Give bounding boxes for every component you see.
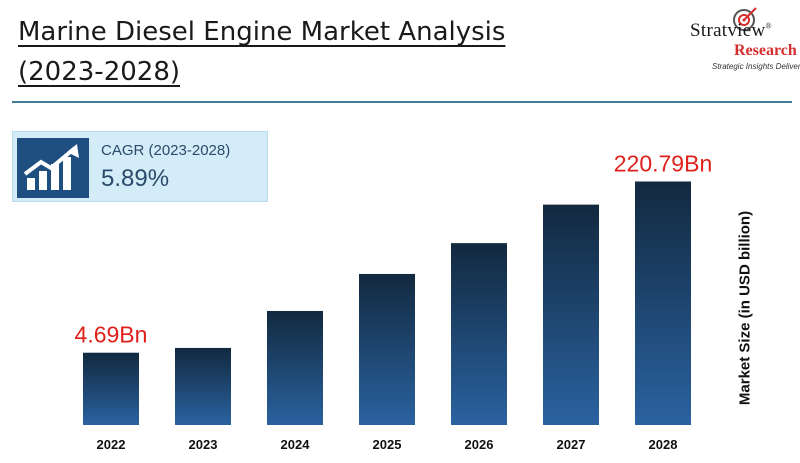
logo-wordmark: Stratview®	[690, 20, 772, 41]
x-tick-label: 2026	[465, 437, 494, 452]
target-arrow-icon	[733, 7, 757, 31]
x-tick-label: 2027	[557, 437, 586, 452]
bar-2023	[175, 347, 231, 425]
y-axis-label: Market Size (in USD billion)	[736, 210, 754, 406]
bar-2027	[543, 204, 599, 425]
bar-2028	[635, 181, 691, 425]
data-label-2022: 4.69Bn	[75, 322, 148, 348]
cagr-value: 5.89%	[101, 165, 170, 192]
x-tick-label: 2025	[373, 437, 402, 452]
logo-tagline: Strategic Insights Delivered	[712, 62, 800, 71]
bar-2026	[451, 243, 507, 425]
bar-2022	[83, 352, 139, 425]
logo-subtitle: Research	[734, 42, 797, 59]
header-divider	[12, 101, 792, 103]
bar-2025	[359, 273, 415, 425]
stratview-logo: Stratview® Research Strategic Insights D…	[690, 6, 800, 72]
x-tick-label: 2028	[649, 437, 678, 452]
bar-2024	[267, 310, 323, 425]
data-label-2028: 220.79Bn	[614, 150, 712, 176]
x-tick-label: 2023	[189, 437, 218, 452]
title-line-1: Marine Diesel Engine Market Analysis	[18, 17, 506, 47]
x-tick-label: 2024	[281, 437, 311, 452]
bar-growth-arrow-icon	[17, 138, 89, 198]
cagr-card: CAGR (2023-2028) 5.89%	[12, 131, 268, 202]
page-title: Marine Diesel Engine Market Analysis (20…	[18, 12, 505, 92]
x-tick-label: 2022	[97, 437, 126, 452]
cagr-label: CAGR (2023-2028)	[101, 142, 231, 159]
title-line-2: (2023-2028)	[18, 57, 181, 87]
